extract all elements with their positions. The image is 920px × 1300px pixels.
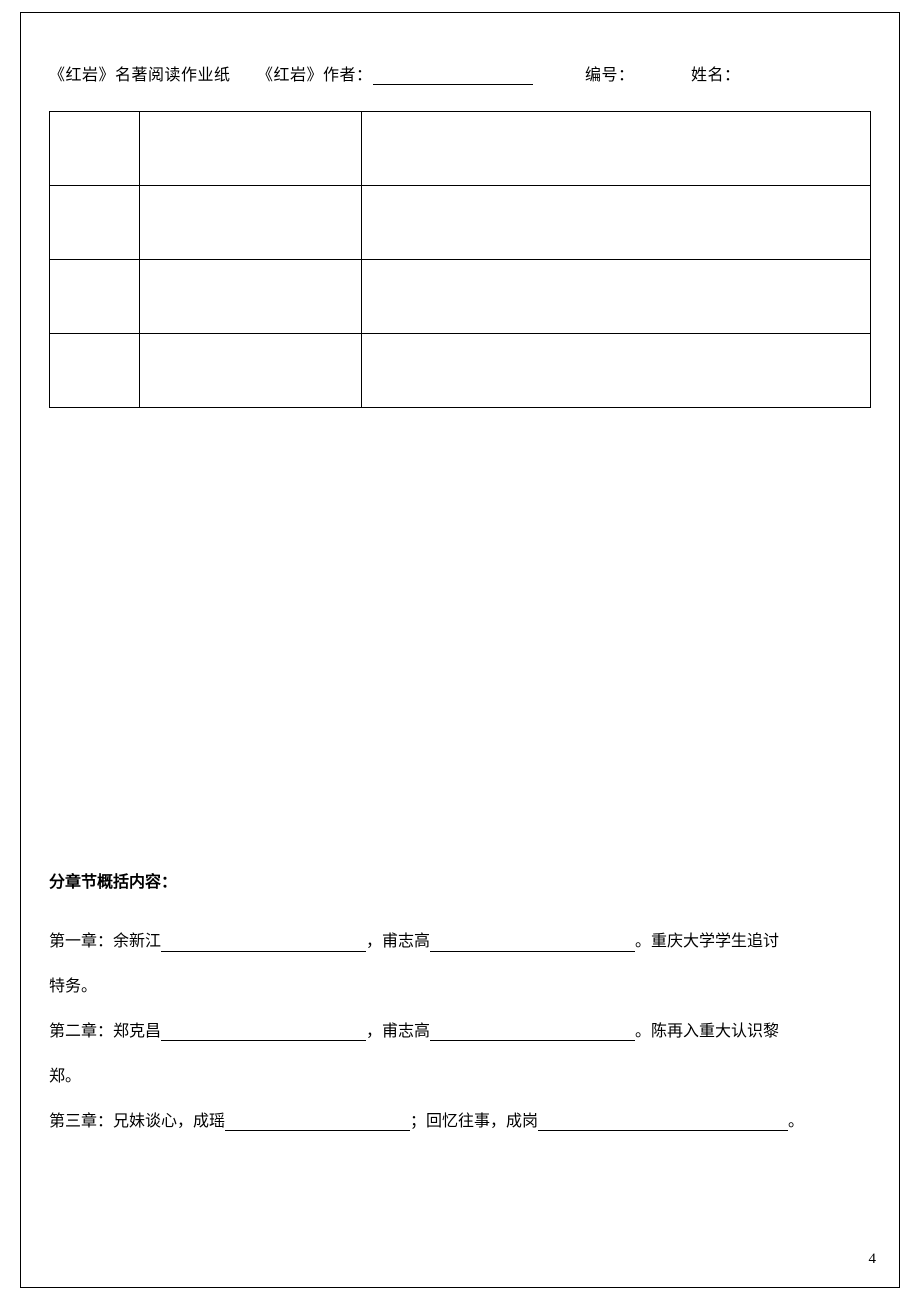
ch2-suffix: 。陈再入重大认识黎 [635,1023,779,1040]
page-frame: 《红岩》名著阅读作业纸 《红岩》作者： 编号： 姓名： 分章 [20,12,900,1288]
ch2-blank-2[interactable] [430,1023,635,1041]
ch3-prefix: 第三章：兄妹谈心，成瑶 [49,1113,225,1130]
chapter-2-cont: 郑。 [49,1055,871,1100]
section-heading: 分章节概括内容： [49,868,871,892]
author-blank[interactable] [373,67,533,85]
cell[interactable] [50,112,140,186]
cell[interactable] [361,186,870,260]
ch1-prefix: 第一章：余新江 [49,933,161,950]
table-row [50,112,871,186]
ch2-blank-1[interactable] [161,1023,366,1041]
chapter-2-line: 第二章：郑克昌 ，甫志高 。陈再入重大认识黎 [49,1010,871,1055]
worksheet-title: 《红岩》名著阅读作业纸 [49,61,231,85]
ch3-mid: ；回忆往事，成岗 [410,1113,538,1130]
ch1-suffix: 。重庆大学学生追讨 [635,933,779,950]
chapter-1-cont: 特务。 [49,965,871,1010]
ch3-blank-2[interactable] [538,1113,788,1131]
chapter-1-line: 第一章：余新江 ，甫志高 。重庆大学学生追讨 [49,920,871,965]
ch1-mid: ，甫志高 [366,933,430,950]
name-label: 姓名： [691,61,741,85]
cell[interactable] [140,112,362,186]
page-number: 4 [869,1251,877,1268]
author-label: 《红岩》作者： [257,61,373,85]
cell[interactable] [361,112,870,186]
table-row [50,260,871,334]
worksheet-header: 《红岩》名著阅读作业纸 《红岩》作者： 编号： 姓名： [49,61,871,85]
ch3-blank-1[interactable] [225,1113,410,1131]
cell[interactable] [140,260,362,334]
answer-grid [49,111,871,408]
ch3-suffix: 。 [788,1113,804,1130]
cell[interactable] [140,334,362,408]
cell[interactable] [140,186,362,260]
blank-space [49,408,871,868]
cell[interactable] [361,260,870,334]
ch1-blank-1[interactable] [161,934,366,952]
table-row [50,334,871,408]
cell[interactable] [361,334,870,408]
cell[interactable] [50,334,140,408]
ch2-prefix: 第二章：郑克昌 [49,1023,161,1040]
chapter-3-line: 第三章：兄妹谈心，成瑶 ；回忆往事，成岗 。 [49,1100,871,1145]
cell[interactable] [50,186,140,260]
ch2-mid: ，甫志高 [366,1023,430,1040]
table-row [50,186,871,260]
ch1-blank-2[interactable] [430,934,635,952]
cell[interactable] [50,260,140,334]
number-label: 编号： [585,61,635,85]
